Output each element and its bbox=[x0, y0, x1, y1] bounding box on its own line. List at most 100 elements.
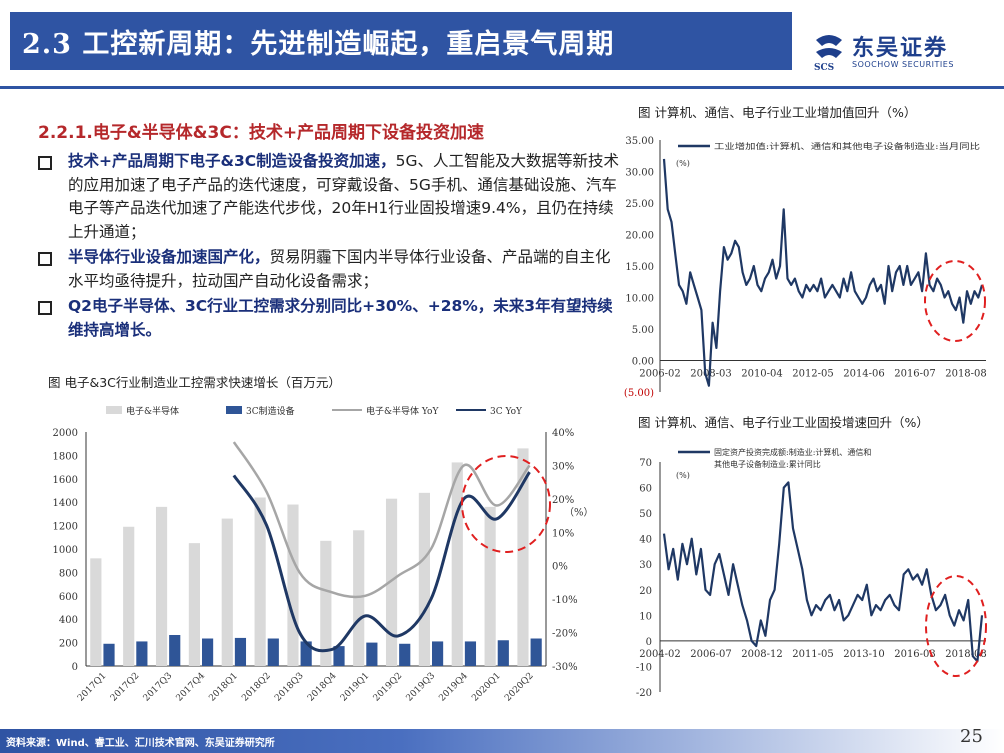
x-tick-label: 2018-08 bbox=[945, 649, 987, 660]
y-tick-label: 1000 bbox=[53, 545, 78, 556]
bar-electronics bbox=[287, 504, 299, 666]
y-tick-label: 15.00 bbox=[625, 262, 654, 273]
y-tick-label: 40 bbox=[639, 535, 652, 546]
y2-tick-label: 10% bbox=[552, 528, 574, 539]
y-tick-label: 30 bbox=[639, 560, 652, 571]
x-tick-label: 2016-03 bbox=[894, 649, 936, 660]
logo-mark-text: SCS bbox=[814, 63, 834, 72]
y-tick-label: 5.00 bbox=[632, 325, 654, 336]
y2-tick-label: 30% bbox=[552, 461, 574, 472]
bar-3c bbox=[169, 634, 181, 666]
highlight-ellipse bbox=[924, 260, 986, 342]
y-tick-label: 50 bbox=[639, 509, 652, 520]
chart1-caption: 图 电子&3C行业制造业工控需求快速增长（百万元） bbox=[48, 375, 341, 390]
bullet-list: 技术+产品周期下电子&3C制造设备投资加速，5G、人工智能及大数据等新技术的应用… bbox=[36, 150, 626, 344]
y-tick-label: -10 bbox=[636, 662, 652, 673]
x-tick-label: 2020Q1 bbox=[470, 671, 503, 704]
bar-3c bbox=[333, 646, 345, 666]
y-tick-label: 400 bbox=[59, 615, 78, 626]
bar-electronics bbox=[123, 526, 135, 666]
x-tick-label: 2020Q2 bbox=[503, 671, 536, 704]
chart1-bar-line: 电子&半导体 3C制造设备 电子&半导体 YoY 3C YoY200018001600… bbox=[53, 405, 594, 704]
bar-electronics bbox=[353, 530, 365, 666]
y-tick-label: 1200 bbox=[53, 522, 78, 533]
y-tick-label: 1800 bbox=[53, 451, 78, 462]
company-logo: SCS 东吴证券 SOOCHOW SECURITIES bbox=[812, 28, 992, 74]
series-line bbox=[232, 471, 531, 653]
x-tick-label: 2018-08 bbox=[945, 369, 987, 380]
y-tick-label: 10.00 bbox=[625, 294, 654, 305]
section-heading: 2.2.1.电子&半导体&3C：技术+产品周期下设备投资加速 bbox=[38, 123, 485, 143]
x-tick-label: 2018Q1 bbox=[207, 671, 240, 704]
series-line bbox=[662, 158, 984, 387]
bar-electronics bbox=[188, 543, 200, 666]
chart2-caption: 图 计算机、通信、电子行业工业增加值回升（%） bbox=[638, 105, 917, 120]
legend-label: 电子&半导体 bbox=[126, 405, 179, 417]
y-tick-label: 0 bbox=[72, 662, 78, 673]
bar-electronics bbox=[451, 462, 463, 666]
x-tick-label: 2008-03 bbox=[690, 369, 732, 380]
x-tick-label: 2018Q2 bbox=[240, 671, 273, 704]
x-tick-label: 2019Q4 bbox=[437, 671, 470, 704]
legend-swatch bbox=[226, 406, 242, 414]
source-note: 资料来源：Wind、睿工业、汇川技术官网、东吴证券研究所 bbox=[6, 738, 275, 749]
footer-bar: 资料来源：Wind、睿工业、汇川技术官网、东吴证券研究所 bbox=[0, 729, 1004, 753]
x-tick-label: 2012-05 bbox=[792, 369, 834, 380]
bar-3c bbox=[497, 640, 509, 666]
bar-3c bbox=[202, 638, 214, 666]
bar-3c bbox=[464, 641, 477, 666]
unit-label: (%) bbox=[676, 471, 690, 480]
logo-name-cn: 东吴证券 bbox=[852, 36, 949, 61]
bar-3c bbox=[399, 643, 411, 666]
bar-3c bbox=[530, 638, 542, 666]
x-tick-label: 2019Q3 bbox=[405, 671, 438, 704]
y2-tick-label: 0% bbox=[552, 562, 568, 573]
legend-swatch bbox=[106, 406, 122, 414]
y-tick-label: -20 bbox=[636, 688, 652, 699]
series-line bbox=[232, 441, 531, 599]
checkbox-square-icon bbox=[38, 156, 52, 170]
y2-tick-label: 40% bbox=[552, 428, 574, 439]
y2-tick-label: -20% bbox=[552, 629, 578, 640]
unit-label: (%) bbox=[676, 159, 690, 168]
y-tick-label: 200 bbox=[59, 639, 78, 650]
legend-label: 3C制造设备 bbox=[246, 405, 295, 417]
y-tick-label: 30.00 bbox=[625, 168, 654, 179]
y-tick-label: 20.00 bbox=[625, 231, 654, 242]
bullet-text: 贸易阴霾下国内半导体行业设备、产品端的自主化水平均亟待提升，拉动国产自动化设备需… bbox=[68, 248, 611, 290]
y-tick-label: 2000 bbox=[53, 428, 78, 439]
y-tick-label: 60 bbox=[639, 484, 652, 495]
legend-label: 3C YoY bbox=[490, 407, 523, 417]
chart2-line: 35.00 30.00 25.00 20.00 15.00 10.00 5.00 0.00 (5… bbox=[624, 136, 987, 399]
y-tick-label: 600 bbox=[59, 592, 78, 603]
bar-electronics bbox=[254, 497, 266, 666]
y-tick-label: 1600 bbox=[53, 475, 78, 486]
x-tick-label: 2004-02 bbox=[639, 649, 681, 660]
x-tick-label: 2008-12 bbox=[741, 649, 783, 660]
x-tick-label: 2013-10 bbox=[843, 649, 885, 660]
bar-electronics bbox=[320, 540, 332, 666]
y-tick-label: 70 bbox=[639, 458, 652, 469]
y-tick-label: 25.00 bbox=[625, 199, 654, 210]
bullet-item: Q2电子半导体、3C行业工控需求分别同比+30%、+28%，未来3年有望持续维持… bbox=[36, 295, 626, 342]
bar-3c bbox=[267, 638, 279, 666]
x-tick-label: 2006-02 bbox=[639, 369, 681, 380]
logo-mark-icon: SCS bbox=[814, 35, 842, 72]
x-tick-label: 2019Q2 bbox=[372, 671, 405, 704]
bar-3c bbox=[300, 641, 312, 666]
x-tick-label: 2018Q3 bbox=[273, 671, 306, 704]
x-tick-label: 2011-05 bbox=[792, 649, 834, 660]
series-line bbox=[662, 481, 984, 663]
bar-3c bbox=[136, 641, 148, 666]
x-tick-label: 2019Q1 bbox=[339, 671, 372, 704]
bar-electronics bbox=[90, 558, 102, 666]
bar-3c bbox=[103, 643, 115, 666]
bullet-bold: 技术+产品周期下电子&3C制造设备投资加速， bbox=[68, 152, 396, 170]
y2-tick-label: -30% bbox=[552, 662, 578, 673]
chart3-caption: 图 计算机、通信、电子行业工业固投增速回升（%） bbox=[638, 415, 929, 430]
x-tick-label: 2010-04 bbox=[741, 369, 783, 380]
checkbox-square-icon bbox=[38, 301, 52, 315]
y-tick-label: 800 bbox=[59, 568, 78, 579]
x-tick-label: 2006-07 bbox=[690, 649, 732, 660]
y2-unit-label: （%） bbox=[564, 507, 594, 519]
